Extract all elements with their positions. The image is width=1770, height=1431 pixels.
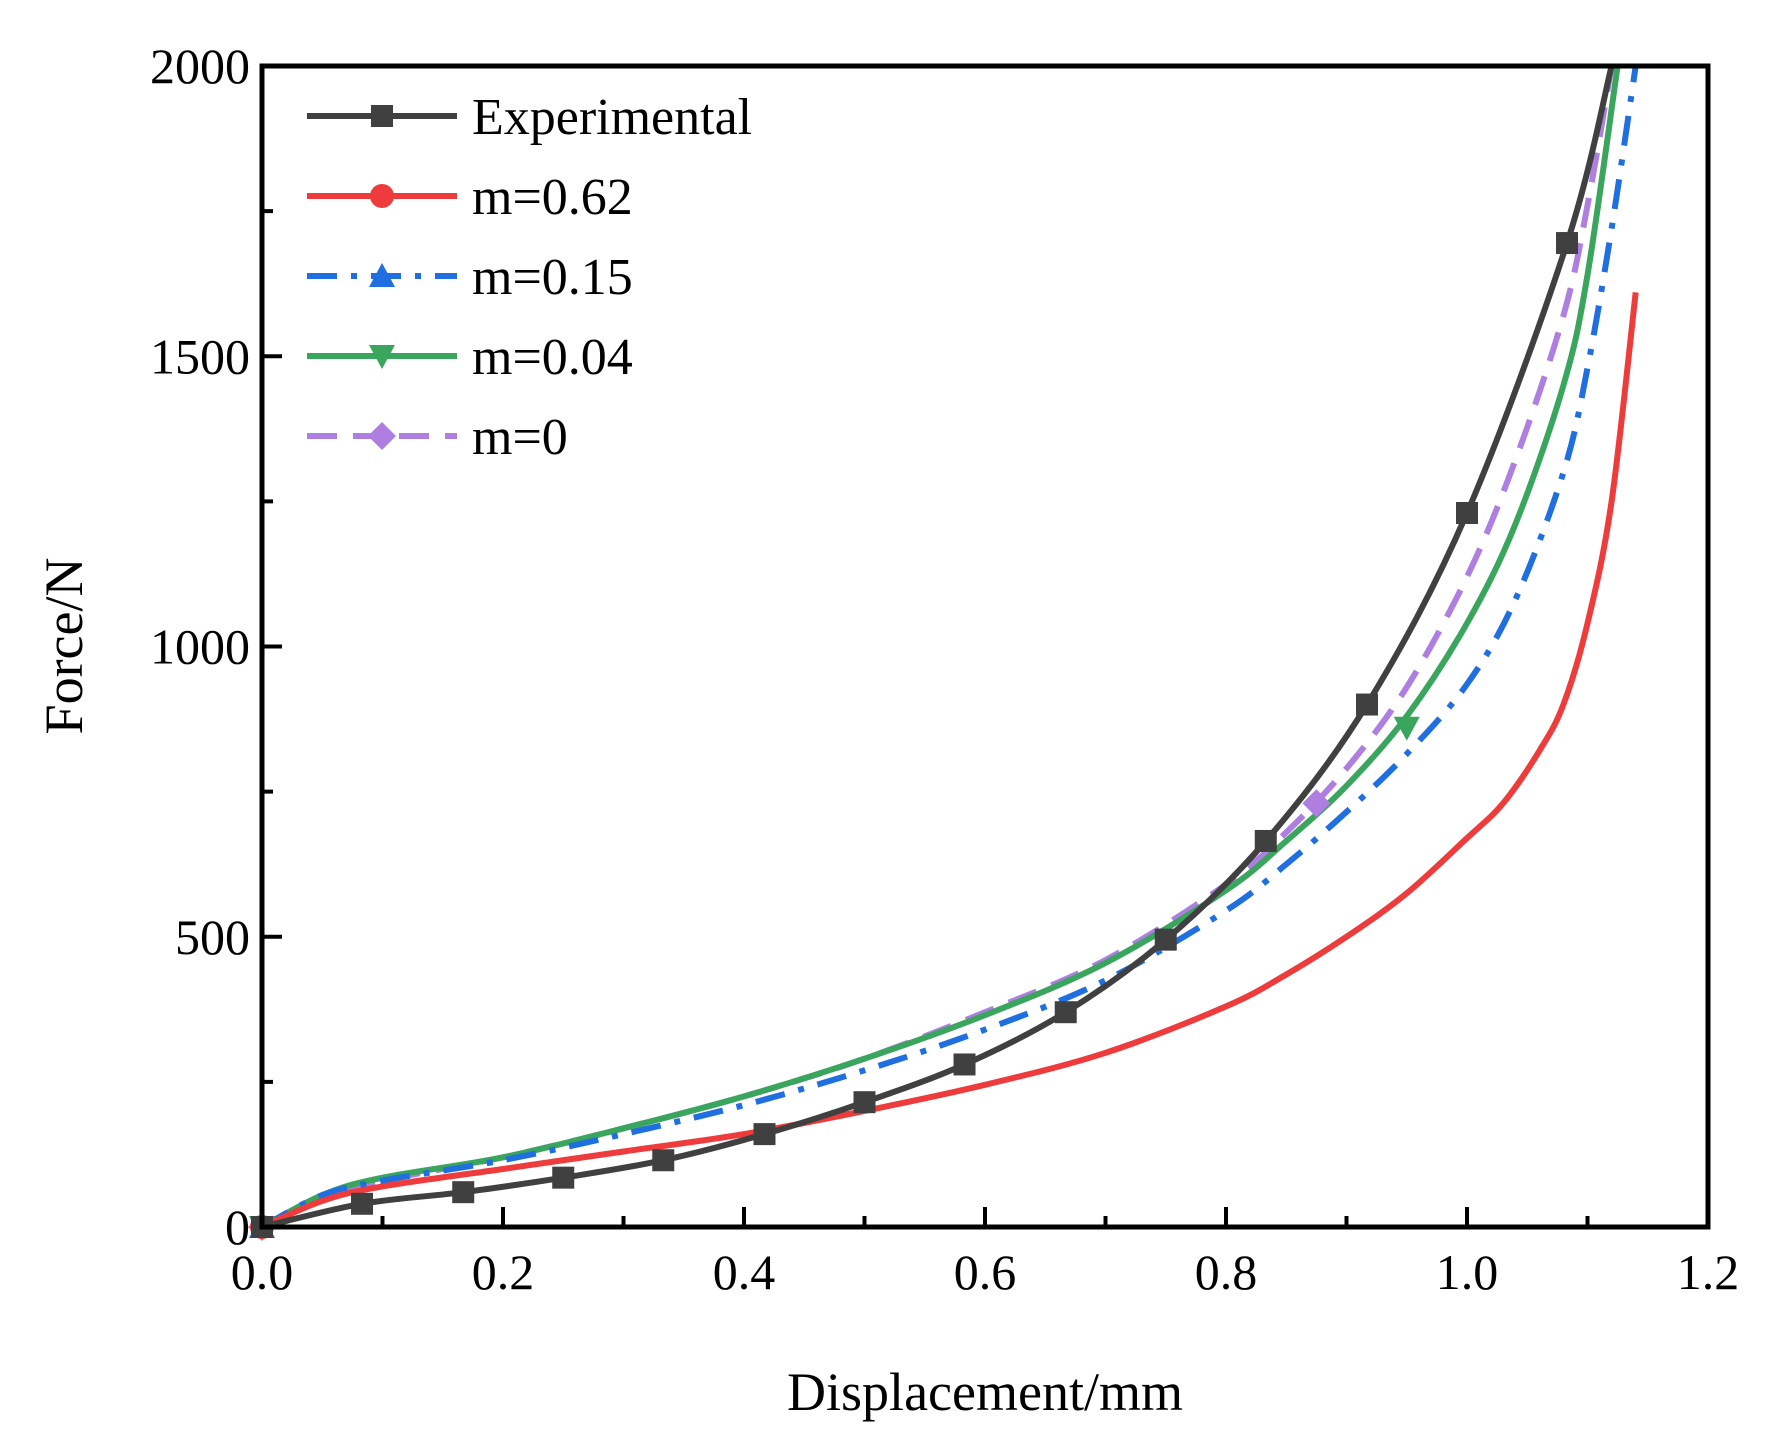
data-point-marker bbox=[351, 1192, 374, 1215]
y-tick-label: 1500 bbox=[150, 328, 250, 384]
data-point-marker bbox=[1393, 716, 1420, 741]
data-point-marker bbox=[853, 1091, 876, 1114]
data-point-marker bbox=[1054, 1001, 1077, 1024]
x-tick-label: 1.2 bbox=[1677, 1244, 1740, 1300]
data-point-marker bbox=[953, 1053, 976, 1076]
series-line-experimental bbox=[262, 66, 1615, 1227]
legend-entry: m=0 bbox=[307, 409, 568, 466]
series-line-m-0-62 bbox=[262, 292, 1639, 1227]
data-point-marker bbox=[753, 1123, 776, 1146]
data-point-marker bbox=[552, 1166, 575, 1189]
legend-label: m=0.62 bbox=[472, 169, 633, 226]
series-line-m-0-04 bbox=[262, 66, 1621, 1227]
series-line-m-0 bbox=[262, 66, 1615, 1227]
legend-entry: Experimental bbox=[307, 89, 752, 146]
data-point-marker bbox=[1254, 829, 1277, 852]
y-tick-label: 0 bbox=[225, 1199, 250, 1255]
x-tick-label: 1.0 bbox=[1436, 1244, 1499, 1300]
legend-marker-swatch bbox=[369, 263, 395, 287]
data-point-marker bbox=[452, 1181, 475, 1204]
legend-label: m=0.04 bbox=[472, 329, 633, 386]
legend-entry: m=0.15 bbox=[307, 249, 633, 306]
x-tick-label: 0.6 bbox=[954, 1244, 1017, 1300]
x-tick-label: 0.8 bbox=[1195, 1244, 1258, 1300]
data-point-marker bbox=[1302, 789, 1331, 818]
data-point-marker bbox=[1556, 232, 1579, 255]
legend-entry: m=0.62 bbox=[307, 169, 633, 226]
legend-marker-swatch bbox=[371, 105, 393, 127]
y-tick-label: 500 bbox=[175, 909, 250, 965]
legend-label: m=0.15 bbox=[472, 249, 633, 306]
data-point-marker bbox=[1456, 501, 1478, 524]
x-tick-label: 0.0 bbox=[231, 1244, 294, 1300]
y-axis-title: Force/N bbox=[34, 558, 94, 735]
legend-label: Experimental bbox=[472, 89, 752, 146]
series-line-m-0-15 bbox=[262, 66, 1639, 1227]
legend-marker-swatch bbox=[368, 422, 396, 450]
y-tick-label: 1000 bbox=[150, 619, 250, 675]
legend-marker-swatch bbox=[370, 184, 394, 208]
legend-entry: m=0.04 bbox=[307, 329, 633, 386]
legend: Experimental m=0.62 m=0.15 m=0.04 m=0 bbox=[307, 89, 752, 466]
x-tick-label: 0.2 bbox=[472, 1244, 535, 1300]
data-point-marker bbox=[1355, 693, 1378, 716]
legend-marker-swatch bbox=[369, 345, 395, 369]
x-tick-label: 0.4 bbox=[713, 1244, 776, 1300]
y-tick-label: 2000 bbox=[150, 38, 250, 94]
x-axis-title: Displacement/mm bbox=[787, 1362, 1183, 1422]
data-point-marker bbox=[652, 1149, 675, 1172]
data-point-marker bbox=[1154, 928, 1177, 951]
legend-label: m=0 bbox=[472, 409, 568, 466]
